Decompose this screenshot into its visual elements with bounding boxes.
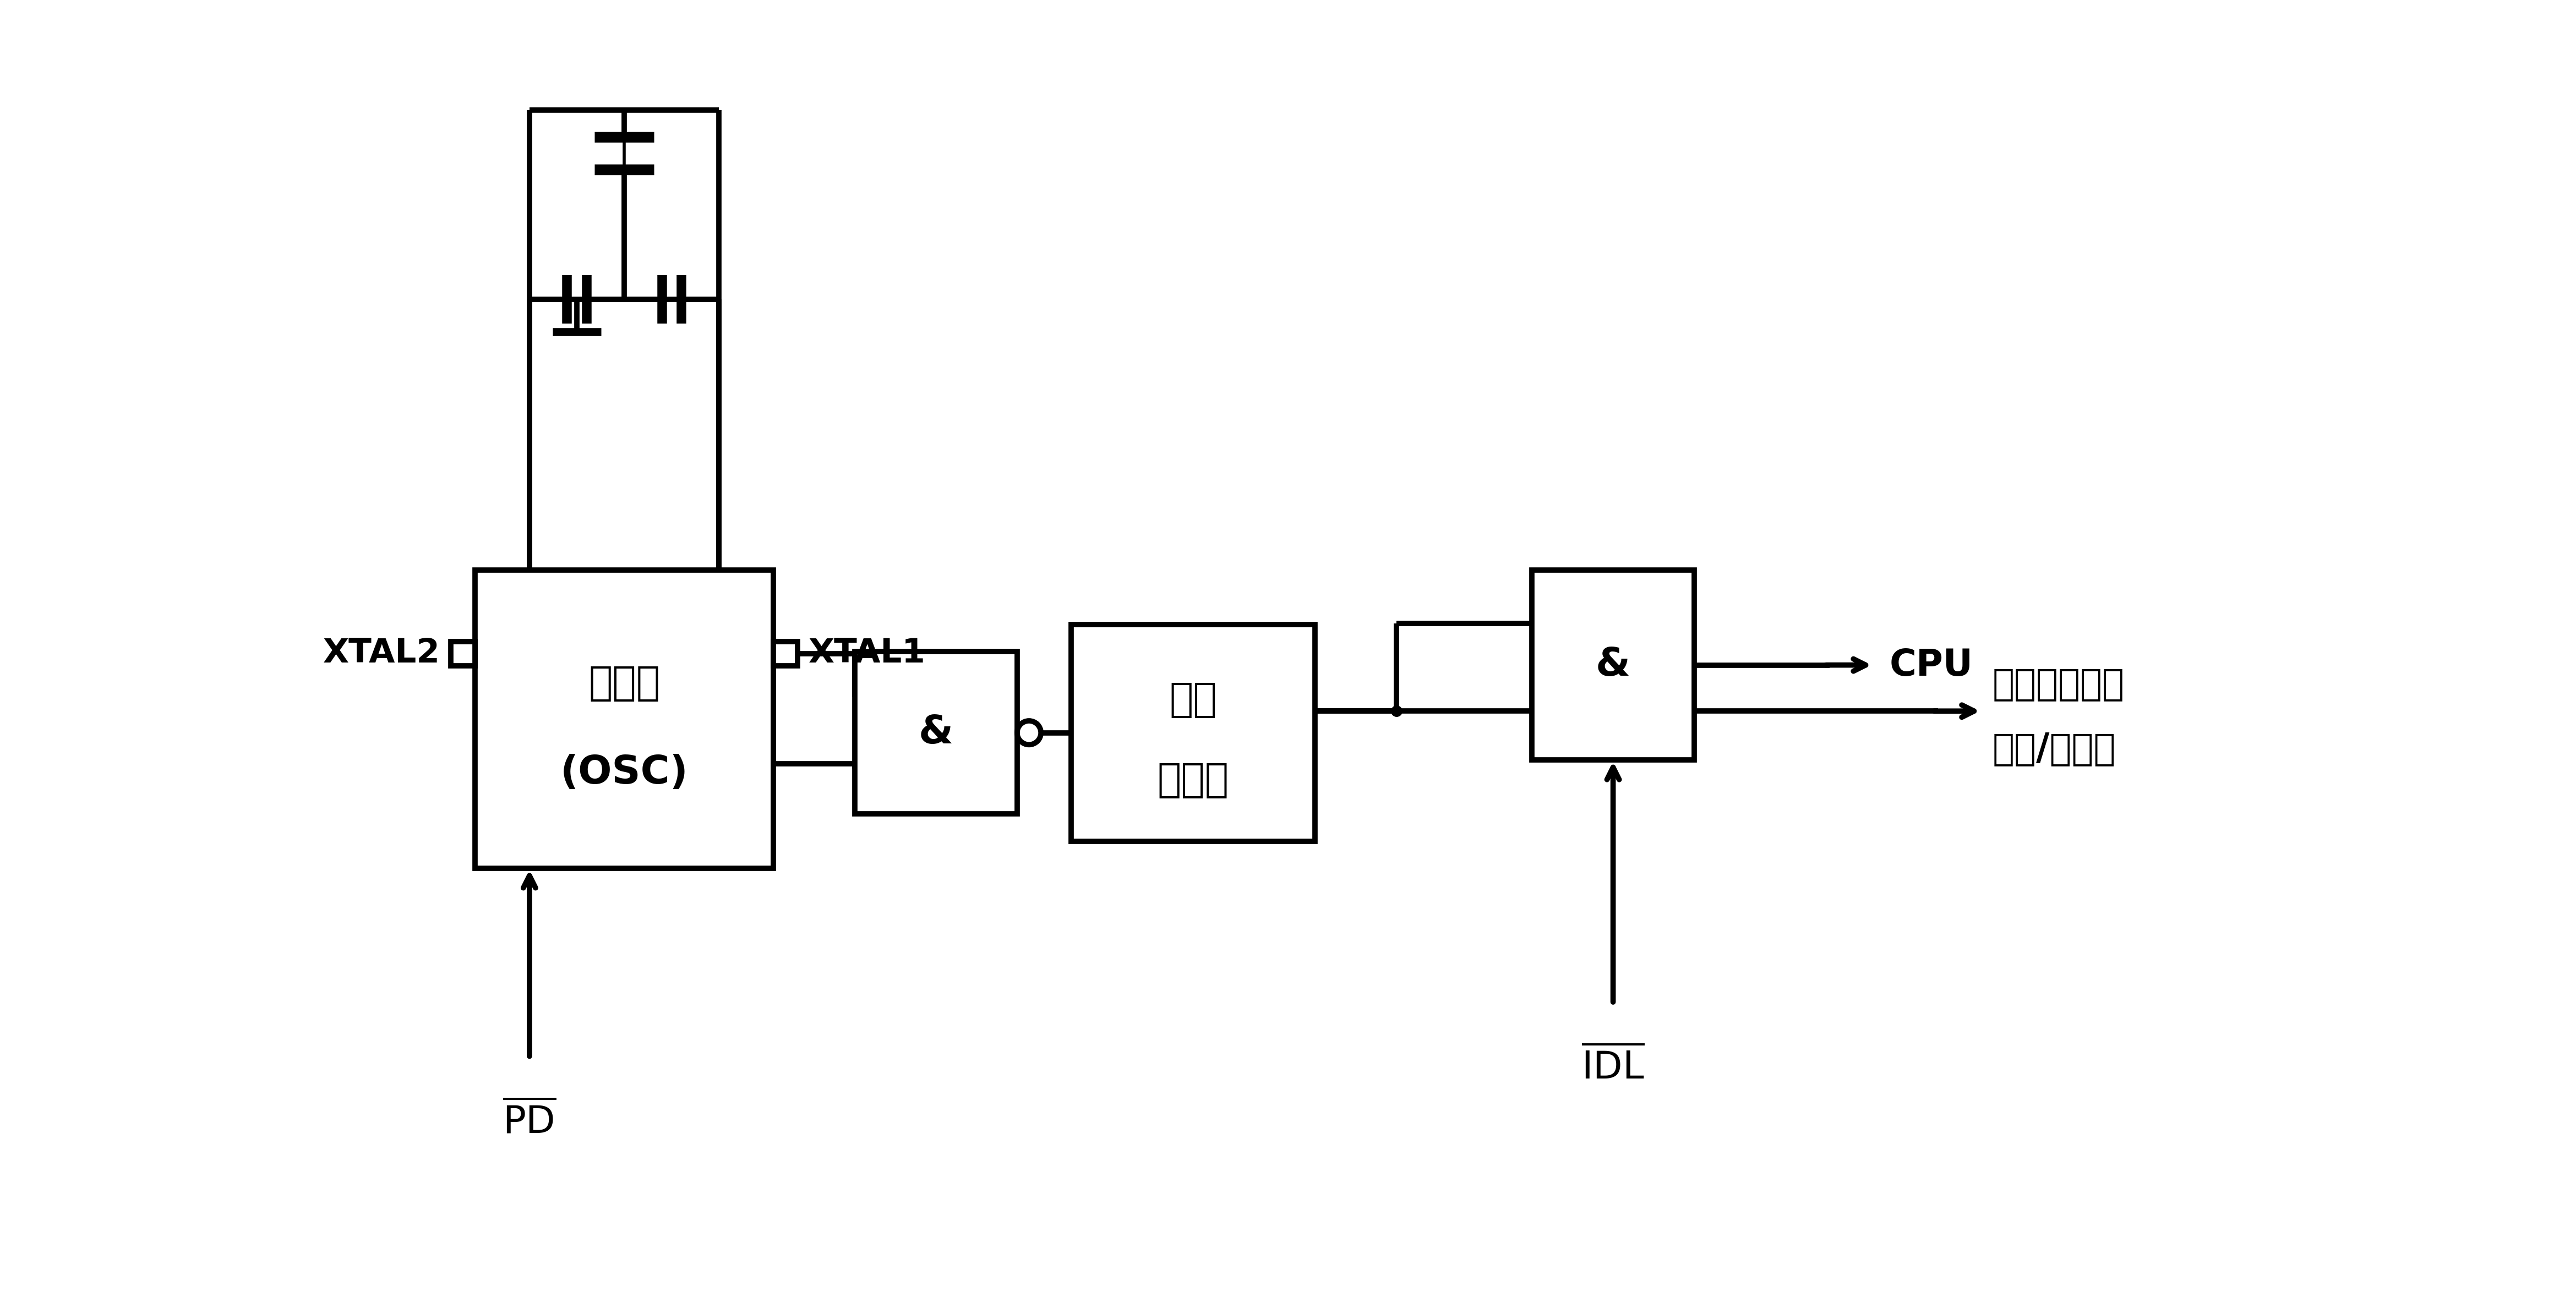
Text: 振荡器: 振荡器 — [587, 665, 659, 702]
Text: 时钟: 时钟 — [1170, 681, 1216, 719]
Text: &: & — [920, 714, 953, 752]
Bar — [855, 652, 1018, 814]
Text: XTAL1: XTAL1 — [809, 637, 925, 670]
Text: $\overline{\rm PD}$: $\overline{\rm PD}$ — [502, 1101, 556, 1141]
Bar — [451, 641, 477, 666]
Text: CPU: CPU — [1888, 646, 1973, 683]
Text: XTAL2: XTAL2 — [322, 637, 440, 670]
Text: $\overline{\rm IDL}$: $\overline{\rm IDL}$ — [1582, 1046, 1643, 1087]
Text: 中断、串行口: 中断、串行口 — [1991, 666, 2125, 702]
Text: 发生器: 发生器 — [1157, 761, 1229, 800]
Bar — [1533, 571, 1695, 760]
Bar — [1072, 624, 1316, 840]
Bar — [477, 571, 773, 868]
Text: (OSC): (OSC) — [559, 754, 688, 792]
Bar — [773, 641, 799, 666]
Text: &: & — [1595, 646, 1631, 684]
Text: 定时/计数器: 定时/计数器 — [1991, 731, 2115, 767]
